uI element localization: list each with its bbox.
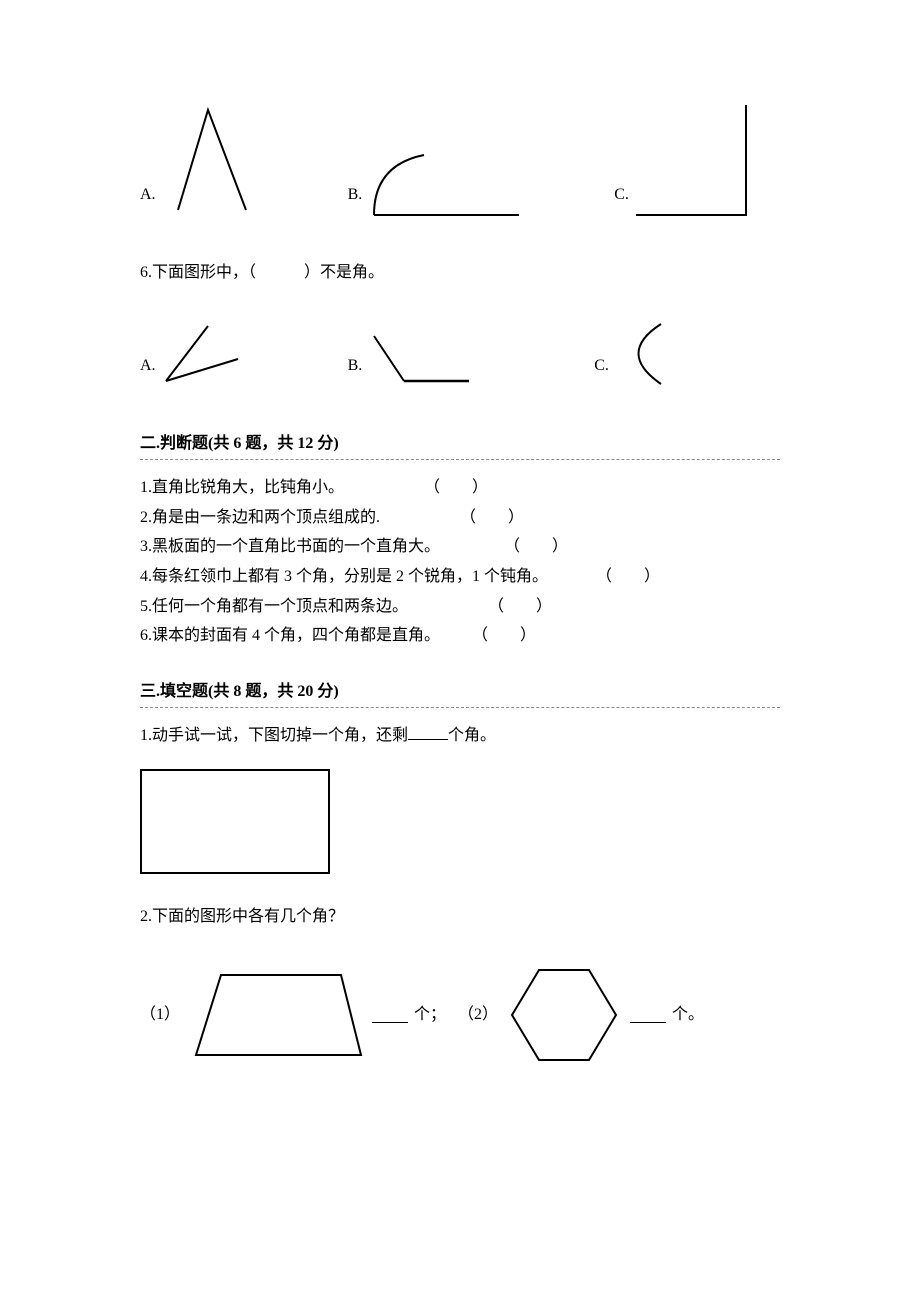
section2-item-3: 3.黑板面的一个直角比书面的一个直角大。 （ ） bbox=[140, 534, 780, 560]
q6-label-b: B. bbox=[348, 353, 363, 391]
q5-option-a: A. bbox=[140, 100, 258, 220]
section2-item-1-text: 1.直角比锐角大，比钝角小。 bbox=[140, 475, 344, 501]
q6-figure-a bbox=[158, 321, 248, 391]
section2-item-2-text: 2.角是由一条边和两个顶点组成的. bbox=[140, 505, 380, 531]
section3-q2-part1-label: （1） bbox=[140, 1002, 180, 1028]
q6-figure-b bbox=[364, 331, 474, 391]
section2-item-4: 4.每条红领巾上都有 3 个角，分别是 2 个锐角，1 个钝角。 （ ） bbox=[140, 564, 780, 590]
q6-label-a: A. bbox=[140, 353, 156, 391]
section2-item-3-paren: （ ） bbox=[504, 534, 568, 560]
section3-q2-part1-blank bbox=[372, 1007, 408, 1023]
q6-label-c: C. bbox=[594, 353, 609, 391]
section2-item-4-paren: （ ） bbox=[596, 564, 660, 590]
q5-option-c: C. bbox=[614, 100, 751, 220]
section3-q1-rectangle bbox=[140, 769, 330, 874]
q6-prompt: 6.下面图形中，（ ）不是角。 bbox=[140, 260, 780, 286]
q5-label-b: B. bbox=[348, 182, 363, 220]
section2-item-1-paren: （ ） bbox=[424, 475, 488, 501]
section3-q1-blank bbox=[408, 724, 448, 740]
q6-figure-c bbox=[611, 316, 671, 391]
section2-item-6-paren: （ ） bbox=[472, 623, 536, 649]
section3-q1-after: 个角。 bbox=[448, 727, 496, 744]
section2-item-5-paren: （ ） bbox=[488, 594, 552, 620]
q6-option-c: C. bbox=[594, 316, 671, 391]
q5-label-a: A. bbox=[140, 182, 156, 220]
q5-label-c: C. bbox=[614, 182, 629, 220]
section2-item-6: 6.课本的封面有 4 个角，四个角都是直角。 （ ） bbox=[140, 623, 780, 649]
q5-figure-c bbox=[631, 100, 751, 220]
q6-option-b: B. bbox=[348, 331, 475, 391]
section2-item-6-text: 6.课本的封面有 4 个角，四个角都是直角。 bbox=[140, 623, 440, 649]
section3-q1-before: 1.动手试一试，下图切掉一个角，还剩 bbox=[140, 727, 408, 744]
q5-option-b: B. bbox=[348, 150, 525, 220]
section2-item-5-text: 5.任何一个角都有一个顶点和两条边。 bbox=[140, 594, 408, 620]
section2-title: 二.判断题(共 6 题，共 12 分) bbox=[140, 431, 780, 461]
section2-item-5: 5.任何一个角都有一个顶点和两条边。 （ ） bbox=[140, 594, 780, 620]
section3-q1: 1.动手试一试，下图切掉一个角，还剩 个角。 bbox=[140, 723, 780, 749]
section2-item-2-paren: （ ） bbox=[460, 505, 524, 531]
section3-title: 三.填空题(共 8 题，共 20 分) bbox=[140, 679, 780, 709]
section3-q2-part2-suffix: 个。 bbox=[672, 1002, 704, 1028]
section2-item-3-text: 3.黑板面的一个直角比书面的一个直角大。 bbox=[140, 534, 440, 560]
section2-item-1: 1.直角比锐角大，比钝角小。 （ ） bbox=[140, 475, 780, 501]
q5-options: A. B. C. bbox=[140, 100, 780, 220]
q5-figure-a bbox=[158, 100, 258, 220]
section3-q2-trapezoid bbox=[186, 965, 366, 1065]
section3-q2-hexagon bbox=[504, 955, 624, 1075]
section3-q2-part2-blank bbox=[630, 1007, 666, 1023]
q5-figure-b bbox=[364, 150, 524, 220]
section3-q2-prompt: 2.下面的图形中各有几个角？ bbox=[140, 904, 780, 930]
section3-q2-part2-label: （2） bbox=[458, 1002, 498, 1028]
section3-q2-part1-suffix: 个； bbox=[414, 1002, 446, 1028]
q6-option-a: A. bbox=[140, 321, 248, 391]
section2-item-4-text: 4.每条红领巾上都有 3 个角，分别是 2 个锐角，1 个钝角。 bbox=[140, 564, 548, 590]
section2-item-2: 2.角是由一条边和两个顶点组成的. （ ） bbox=[140, 505, 780, 531]
section3-q2-row: （1） 个； （2） 个。 bbox=[140, 955, 780, 1075]
q6-options: A. B. C. bbox=[140, 316, 780, 391]
